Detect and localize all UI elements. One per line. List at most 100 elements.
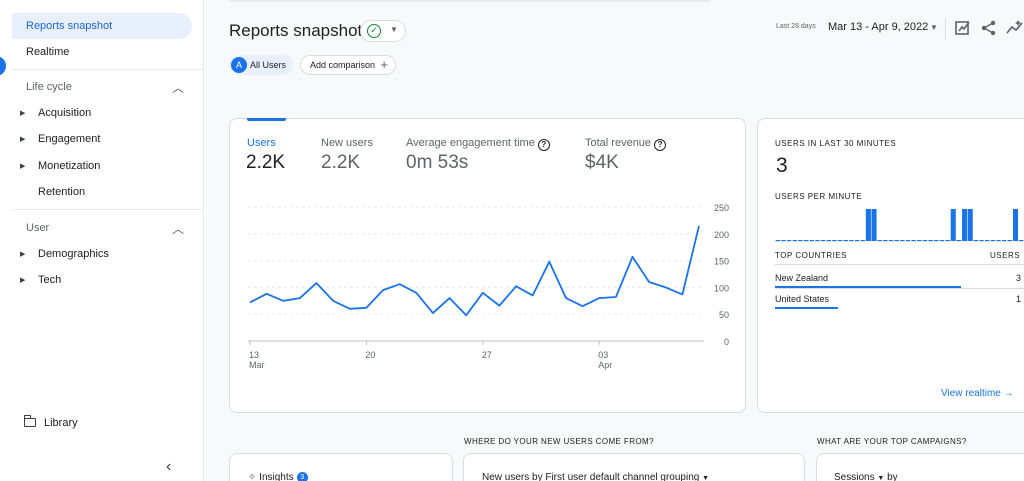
- minute-bar[interactable]: [905, 240, 911, 242]
- minute-bar[interactable]: [967, 209, 973, 241]
- sidebar-item-engagement[interactable]: ▶ Engagement: [20, 133, 100, 145]
- minute-bar[interactable]: [837, 240, 843, 242]
- metric-tab-total-revenue[interactable]: Total revenue?: [585, 137, 667, 151]
- sidebar-item-reports-snapshot[interactable]: Reports snapshot: [12, 13, 192, 39]
- minute-bar[interactable]: [984, 240, 990, 242]
- channel-grouping-select[interactable]: New users by First user default channel …: [482, 472, 709, 481]
- minute-bar[interactable]: [809, 240, 815, 242]
- minute-bar[interactable]: [962, 209, 968, 241]
- minute-bar[interactable]: [979, 240, 984, 242]
- series-line-users[interactable]: [249, 225, 700, 317]
- minute-bar[interactable]: [820, 240, 826, 242]
- x-tick-label: 03: [598, 350, 608, 360]
- insights-header[interactable]: ✧ Insights 3: [248, 472, 308, 481]
- minute-bar[interactable]: [990, 240, 996, 242]
- link-label: View realtime: [941, 388, 1001, 399]
- chip-label: All Users: [250, 60, 287, 70]
- section-title: User: [26, 222, 50, 234]
- minute-bar[interactable]: [843, 240, 848, 242]
- divider: [775, 288, 1024, 289]
- minute-bar[interactable]: [996, 240, 1001, 242]
- minute-bar[interactable]: [792, 240, 798, 242]
- minute-bar[interactable]: [815, 240, 820, 242]
- arrow-right-icon: →: [1003, 388, 1014, 399]
- minute-bar[interactable]: [950, 209, 956, 241]
- edit-report-icon[interactable]: [954, 19, 972, 37]
- caret-down-icon[interactable]: ▼: [930, 23, 938, 32]
- country-name: United States: [775, 294, 830, 304]
- minute-bar[interactable]: [826, 240, 831, 242]
- minute-bar[interactable]: [922, 240, 928, 242]
- minute-bar[interactable]: [911, 240, 916, 242]
- metric-value-users: 2.2K: [246, 152, 286, 173]
- minute-bar[interactable]: [939, 240, 945, 242]
- help-icon[interactable]: ?: [654, 139, 667, 151]
- section-title: WHAT ARE YOUR TOP CAMPAIGNS?: [817, 437, 967, 446]
- top-divider: [230, 0, 710, 2]
- status-menu-button[interactable]: ✓ ▼: [360, 20, 406, 42]
- date-range-picker[interactable]: Mar 13 - Apr 9, 2022: [828, 21, 929, 33]
- minute-bar[interactable]: [860, 240, 865, 242]
- sidebar-item-label: Library: [44, 417, 78, 429]
- sidebar-item-demographics[interactable]: ▶ Demographics: [20, 248, 109, 260]
- insights-sparkle-icon[interactable]: [1006, 19, 1024, 37]
- minute-bar[interactable]: [1018, 240, 1024, 242]
- sidebar-item-monetization[interactable]: ▶ Monetization: [20, 160, 100, 172]
- sidebar-item-realtime[interactable]: Realtime: [12, 39, 192, 65]
- sidebar-item-library[interactable]: Library: [23, 415, 78, 429]
- share-icon[interactable]: [980, 19, 998, 37]
- minute-bar[interactable]: [917, 240, 922, 242]
- minute-bar[interactable]: [832, 240, 837, 242]
- account-indicator[interactable]: [0, 56, 6, 76]
- minute-bar[interactable]: [1007, 240, 1013, 242]
- minute-bar[interactable]: [786, 240, 792, 242]
- minute-bar[interactable]: [854, 240, 860, 242]
- campaigns-card: [816, 453, 1024, 481]
- x-tick-label: 13: [249, 350, 259, 360]
- sidebar-item-tech[interactable]: ▶ Tech: [20, 274, 61, 286]
- section-life-cycle[interactable]: Life cycle ︿: [26, 81, 186, 95]
- view-realtime-link[interactable]: View realtime →: [941, 388, 1014, 399]
- sidebar-item-retention[interactable]: Retention: [20, 186, 85, 198]
- metric-tab-engagement-time[interactable]: Average engagement time?: [406, 137, 550, 151]
- chevron-up-icon[interactable]: ︿: [171, 81, 184, 95]
- minute-bar[interactable]: [781, 240, 786, 242]
- minute-bar[interactable]: [798, 240, 803, 242]
- minute-bar[interactable]: [1012, 209, 1019, 241]
- minute-bar[interactable]: [973, 240, 979, 242]
- caret-right-icon: ▶: [20, 277, 26, 284]
- select-value: Sessions: [834, 472, 875, 481]
- minute-bar[interactable]: [775, 240, 781, 242]
- minute-bar[interactable]: [865, 209, 871, 241]
- section-user[interactable]: User ︿: [26, 222, 186, 236]
- help-icon[interactable]: ?: [537, 139, 550, 151]
- minute-bar[interactable]: [849, 240, 854, 242]
- realtime-title: USERS IN LAST 30 MINUTES: [775, 139, 897, 148]
- caret-right-icon: ▶: [20, 163, 26, 170]
- minute-bar[interactable]: [1001, 240, 1007, 242]
- metric-tab-users[interactable]: Users: [247, 137, 276, 149]
- y-tick-label: 250: [714, 203, 729, 213]
- minute-bar[interactable]: [871, 209, 877, 241]
- minute-bar[interactable]: [888, 240, 894, 242]
- all-users-chip[interactable]: A All Users: [229, 55, 293, 75]
- minute-bar[interactable]: [877, 240, 882, 242]
- minute-bar[interactable]: [934, 240, 939, 242]
- sessions-select[interactable]: Sessions ▼ by: [834, 472, 898, 481]
- sidebar-item-acquisition[interactable]: ▶ Acquisition: [20, 107, 91, 119]
- add-comparison-button[interactable]: Add comparison +: [300, 55, 396, 75]
- minute-bar[interactable]: [803, 240, 809, 242]
- minute-bar[interactable]: [883, 240, 888, 242]
- chevron-up-icon[interactable]: ︿: [171, 222, 184, 236]
- caret-right-icon: ▶: [20, 251, 26, 258]
- metric-tab-new-users[interactable]: New users: [321, 137, 373, 149]
- minute-bar[interactable]: [945, 240, 950, 242]
- minute-bar[interactable]: [900, 240, 905, 242]
- minute-bar[interactable]: [928, 240, 933, 242]
- minute-bar[interactable]: [956, 240, 962, 242]
- users-per-minute-chart: [775, 209, 1024, 242]
- chevron-left-icon[interactable]: ‹: [166, 458, 172, 475]
- minute-bar[interactable]: [894, 240, 899, 242]
- plus-icon: +: [380, 57, 388, 72]
- insights-count-badge: 3: [296, 472, 308, 481]
